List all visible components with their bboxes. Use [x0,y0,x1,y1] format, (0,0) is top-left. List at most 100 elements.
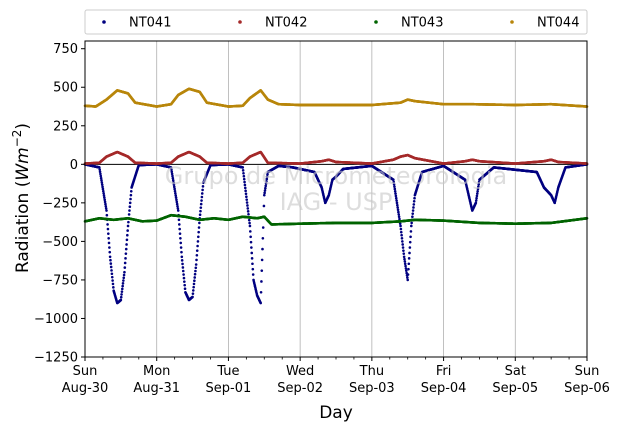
data-point [195,253,199,257]
data-point [196,240,200,243]
data-point [412,203,416,206]
data-point [191,292,195,295]
legend-marker [374,20,378,24]
data-point [170,172,174,176]
data-point [106,223,109,226]
data-point [264,186,267,190]
data-point [263,189,267,192]
data-point [172,181,175,184]
data-point [182,276,186,280]
data-point [197,235,200,239]
data-point [399,224,402,228]
data-point [108,255,112,259]
data-point [198,213,202,217]
data-point [120,293,123,296]
data-point [171,174,174,178]
data-point [402,249,405,252]
data-point [399,230,403,234]
data-point [191,295,194,299]
data-point [123,266,127,269]
data-point [98,168,101,171]
data-point [477,180,481,184]
data-point [171,176,175,180]
data-point [410,224,413,228]
data-point [396,206,399,209]
data-point [245,195,248,198]
data-point [176,207,180,210]
data-point [180,255,184,259]
data-point [403,262,407,266]
data-point [242,171,245,175]
data-point [413,196,416,200]
data-point [121,282,125,285]
data-point [407,267,410,271]
data-point [181,262,184,266]
data-point [246,210,250,213]
data-point [192,285,195,289]
data-point [181,269,185,273]
data-point [200,192,204,195]
data-point [199,209,202,213]
data-point [247,212,250,216]
data-point [244,192,248,196]
data-point [129,189,133,193]
legend-marker [102,20,106,24]
data-point [179,237,182,240]
data-point [194,263,198,266]
data-point [392,178,395,182]
data-point [171,179,175,182]
legend-box [84,9,588,35]
data-point [108,250,112,254]
data-point [250,246,253,249]
data-point [179,246,183,249]
data-point [101,185,104,189]
data-point [105,213,109,217]
data-point [110,275,114,279]
data-point [197,230,200,234]
data-point [245,198,249,201]
data-point [193,276,197,279]
data-point [124,252,128,256]
data-point [261,226,265,229]
data-point [172,185,176,189]
data-point [198,221,201,225]
data-point [123,270,126,274]
data-point [401,240,404,243]
data-point [404,264,407,268]
data-point [402,252,406,256]
data-point [103,198,107,202]
data-point [474,199,478,202]
data-point [173,187,176,191]
data-point [476,187,480,191]
legend-marker [510,20,514,24]
data-point [475,194,479,198]
data-point [394,192,397,195]
data-point [402,255,406,259]
data-point [106,227,110,231]
data-point [474,201,478,205]
data-point [127,213,131,216]
data-point [243,183,247,187]
data-point [197,226,201,229]
data-point [399,227,403,231]
data-point [393,187,397,191]
legend-label: NT041 [129,16,171,31]
data-point [194,266,198,270]
data-point [404,269,408,272]
data-point [120,287,124,291]
data-point [175,202,179,206]
data-point [102,192,105,195]
data-point [100,183,104,186]
data-point [123,261,127,265]
data-point [398,222,402,225]
data-point [126,224,130,228]
data-point [178,232,182,235]
data-point [241,166,245,169]
data-point [173,189,177,193]
data-point [401,246,405,249]
data-point [99,176,103,180]
data-point [409,230,413,233]
data-point [104,202,107,206]
data-point [250,251,254,255]
